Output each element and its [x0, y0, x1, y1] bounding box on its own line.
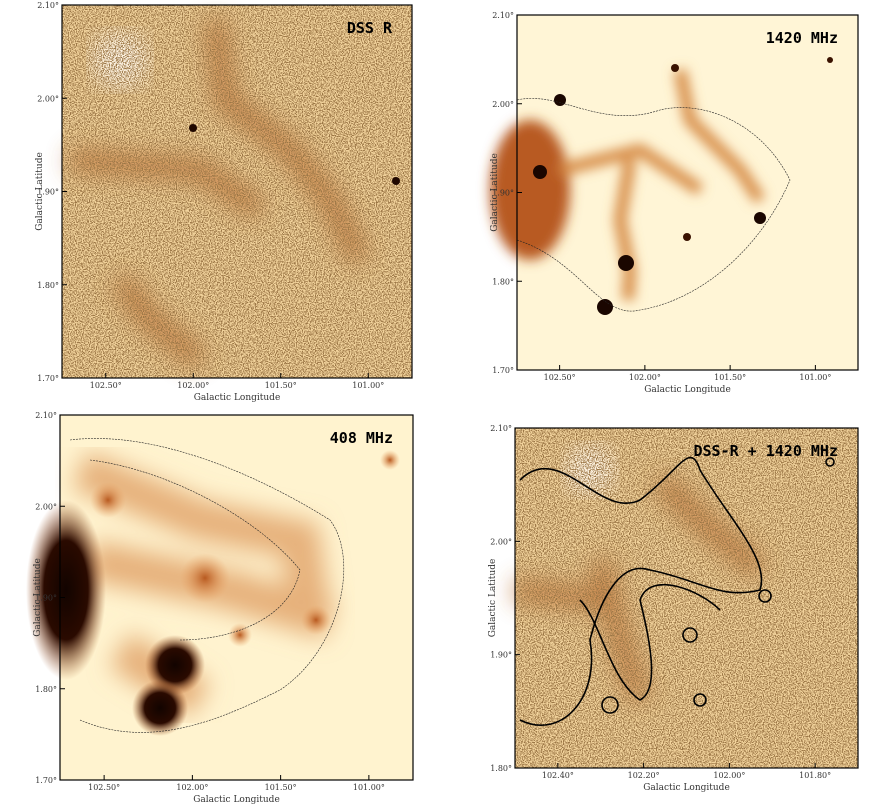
x-tick-label: 102.20°: [628, 771, 660, 780]
x-tick-label: 102.50°: [544, 373, 576, 382]
x-tick-label: 102.00°: [713, 771, 745, 780]
radio-image: [490, 15, 858, 370]
y-tick-label: 2.00°: [492, 100, 514, 109]
panel-label: 1420 MHz: [766, 29, 838, 47]
x-tick-label: 102.00°: [629, 373, 661, 382]
panel-label: 408 MHz: [330, 429, 393, 447]
y-axis-label: Galactic Latitude: [490, 153, 500, 232]
y-tick-label: 1.80°: [35, 685, 57, 694]
x-tick-label: 102.00°: [176, 783, 208, 792]
panel-frame: [514, 427, 859, 769]
y-tick-label: 2.10°: [490, 424, 512, 433]
y-axis-label: Galactic Latitude: [35, 152, 45, 231]
y-tick-label: 1.80°: [37, 281, 59, 290]
y-tick-label: 1.70°: [492, 366, 514, 375]
radio-image: [26, 415, 413, 780]
x-tick-label: 101.50°: [265, 381, 297, 390]
overlay-image: [513, 428, 858, 768]
x-tick-label: 101.80°: [799, 771, 831, 780]
x-tick-label: 102.50°: [90, 381, 122, 390]
x-tick-label: 102.50°: [88, 783, 120, 792]
y-tick-label: 2.10°: [492, 11, 514, 20]
y-tick-label: 2.10°: [35, 411, 57, 420]
x-axis-label: Galactic Longitude: [193, 795, 280, 805]
y-tick-label: 1.80°: [492, 277, 514, 286]
y-tick-label: 2.00°: [37, 94, 59, 103]
y-tick-label: 1.90°: [492, 189, 514, 198]
optical-image: [62, 5, 412, 378]
y-axis-label: Galactic Latitude: [488, 559, 498, 638]
x-axis-label: Galactic Longitude: [643, 783, 730, 793]
y-tick-label: 1.80°: [490, 764, 512, 773]
x-tick-label: 101.50°: [714, 373, 746, 382]
y-tick-label: 1.70°: [35, 776, 57, 785]
y-tick-label: 1.90°: [490, 651, 512, 660]
x-axis-label: Galactic Longitude: [644, 385, 731, 395]
panel-label: DSS R: [347, 19, 393, 37]
y-tick-label: 1.70°: [37, 374, 59, 383]
y-tick-label: 1.90°: [37, 188, 59, 197]
x-tick-label: 102.00°: [177, 381, 209, 390]
x-axis-label: Galactic Longitude: [194, 393, 281, 403]
y-tick-label: 1.90°: [35, 594, 57, 603]
x-tick-label: 102.40°: [542, 771, 574, 780]
panel-label: DSS-R + 1420 MHz: [694, 442, 839, 460]
y-axis-label: Galactic Latitude: [33, 558, 43, 637]
y-tick-label: 2.10°: [37, 1, 59, 10]
y-tick-label: 2.00°: [35, 502, 57, 511]
x-tick-label: 101.00°: [352, 381, 384, 390]
y-tick-label: 2.00°: [490, 537, 512, 546]
x-tick-label: 101.00°: [353, 783, 385, 792]
x-tick-label: 101.00°: [799, 373, 831, 382]
x-tick-label: 101.50°: [265, 783, 297, 792]
